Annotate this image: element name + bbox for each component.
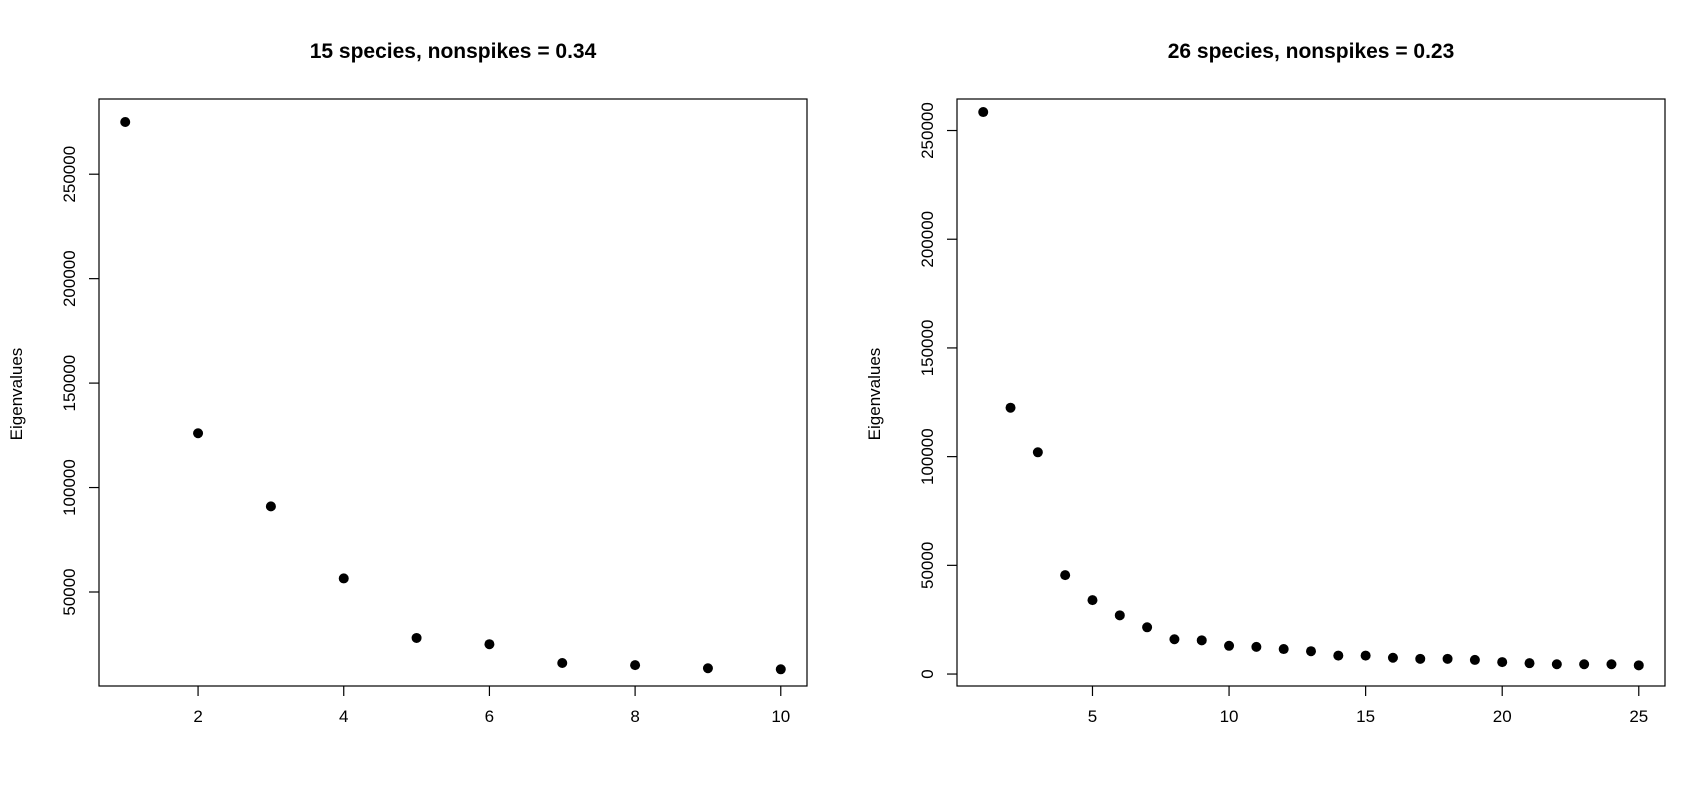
data-point bbox=[1579, 659, 1590, 670]
plot-frame-left bbox=[98, 98, 808, 687]
y-tick-label: 200000 bbox=[60, 250, 79, 307]
y-tick-label: 50000 bbox=[60, 568, 79, 615]
data-point bbox=[1032, 447, 1043, 458]
y-tick-label: 150000 bbox=[60, 355, 79, 412]
y-tick-label: 150000 bbox=[918, 320, 937, 377]
data-point bbox=[1469, 654, 1480, 665]
data-point bbox=[978, 107, 989, 118]
plot-frame-right bbox=[956, 98, 1666, 687]
data-point bbox=[1251, 641, 1262, 652]
x-tick-label: 10 bbox=[1220, 707, 1239, 726]
data-point bbox=[702, 663, 713, 674]
y-tick-label: 50000 bbox=[918, 542, 937, 589]
data-point bbox=[1224, 640, 1235, 651]
data-point bbox=[1333, 650, 1344, 661]
x-tick-label: 10 bbox=[771, 707, 790, 726]
data-point bbox=[1196, 635, 1207, 646]
x-tick-label: 4 bbox=[339, 707, 348, 726]
data-point bbox=[1360, 650, 1371, 661]
data-point bbox=[1142, 622, 1153, 633]
data-point bbox=[1306, 646, 1316, 657]
data-point bbox=[484, 639, 495, 650]
x-tick-label: 2 bbox=[193, 707, 202, 726]
data-point bbox=[1087, 595, 1098, 606]
data-point bbox=[1606, 659, 1617, 670]
data-point bbox=[1524, 658, 1535, 669]
x-axis-right: 5 10 15 20 25 bbox=[1088, 686, 1648, 726]
data-points-left bbox=[120, 116, 786, 675]
y-axis-label-left: Eigenvalues bbox=[7, 348, 26, 441]
x-tick-label: 20 bbox=[1493, 707, 1512, 726]
y-axis-right: 0 50000 100000 150000 200000 250000 bbox=[918, 102, 957, 679]
data-point bbox=[1060, 570, 1071, 581]
y-axis-label-right: Eigenvalues bbox=[865, 348, 884, 441]
x-tick-label: 25 bbox=[1629, 707, 1648, 726]
chart-title-left: 15 species, nonspikes = 0.34 bbox=[310, 40, 597, 63]
data-point bbox=[1278, 644, 1289, 655]
y-tick-label: 0 bbox=[918, 669, 937, 678]
y-tick-label: 100000 bbox=[60, 459, 79, 516]
data-point bbox=[557, 658, 568, 669]
panel-right: 26 species, nonspikes = 0.23 Eigenvalues… bbox=[865, 40, 1666, 726]
y-tick-label: 250000 bbox=[918, 102, 937, 159]
data-points-right bbox=[978, 107, 1644, 671]
data-point bbox=[338, 573, 349, 584]
data-point bbox=[1497, 657, 1508, 668]
y-tick-label: 100000 bbox=[918, 428, 937, 485]
data-point bbox=[1442, 653, 1453, 664]
data-point bbox=[775, 664, 786, 675]
y-axis-left: 50000 100000 150000 200000 250000 bbox=[60, 146, 99, 616]
y-tick-label: 200000 bbox=[918, 211, 937, 268]
x-tick-label: 8 bbox=[630, 707, 639, 726]
data-point bbox=[1415, 653, 1426, 664]
panel-left: 15 species, nonspikes = 0.34 Eigenvalues… bbox=[7, 40, 808, 726]
data-point bbox=[1005, 402, 1016, 413]
data-point bbox=[1551, 659, 1562, 670]
x-tick-label: 5 bbox=[1088, 707, 1097, 726]
chart-title-right: 26 species, nonspikes = 0.23 bbox=[1168, 40, 1455, 63]
data-point bbox=[1633, 660, 1644, 671]
data-point bbox=[265, 501, 276, 512]
data-point bbox=[193, 428, 204, 439]
data-point bbox=[1387, 652, 1398, 663]
data-point bbox=[1114, 610, 1125, 621]
x-tick-label: 15 bbox=[1356, 707, 1375, 726]
data-point bbox=[1169, 634, 1180, 645]
y-tick-label: 250000 bbox=[60, 146, 79, 203]
data-point bbox=[630, 660, 641, 671]
x-axis-left: 2 4 6 8 10 bbox=[193, 686, 790, 726]
data-point bbox=[411, 632, 422, 643]
x-tick-label: 6 bbox=[485, 707, 494, 726]
data-point bbox=[120, 116, 131, 127]
